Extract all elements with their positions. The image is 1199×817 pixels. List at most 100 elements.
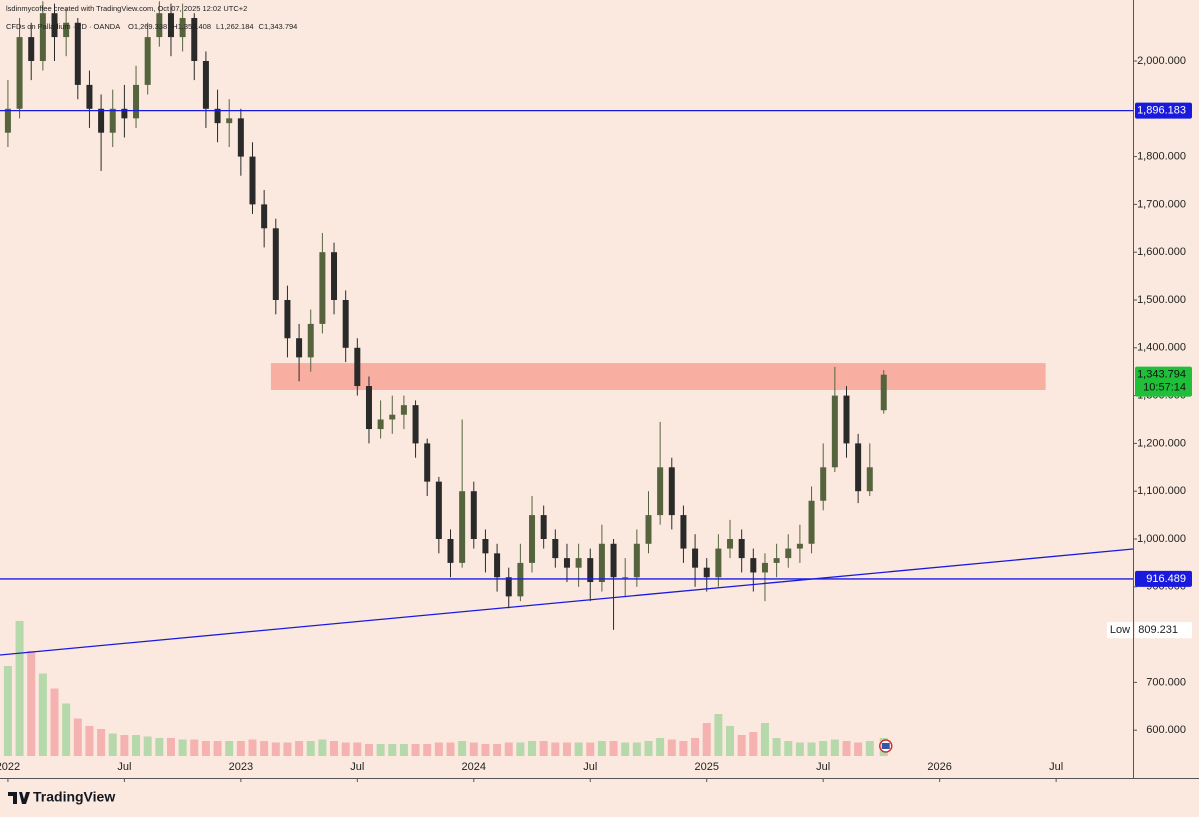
legend-symbol: CFDs on Palladium · 2D · OANDA	[6, 22, 120, 31]
volume-bar	[132, 735, 141, 756]
candle-body	[249, 156, 256, 205]
candle-body	[482, 538, 489, 554]
candle-body	[365, 386, 372, 430]
candle-body	[855, 443, 862, 492]
volume-bar	[819, 741, 828, 756]
volume-bar	[865, 741, 874, 756]
volume-bar	[516, 742, 525, 756]
volume-bar	[504, 742, 513, 756]
candle-body	[692, 548, 699, 568]
volume-bar	[248, 739, 257, 756]
candle-body	[354, 347, 361, 387]
volume-bar	[586, 742, 595, 756]
volume-bar	[737, 735, 746, 756]
candle-body	[540, 515, 547, 539]
volume-bar	[784, 741, 793, 756]
axes: 600.000700.000900.0001,000.0001,100.0001…	[0, 55, 1192, 782]
volume-bar	[423, 744, 432, 756]
volume-bar	[353, 742, 362, 756]
candle-body	[657, 467, 664, 516]
candle-body	[447, 538, 454, 563]
candle-body	[202, 60, 209, 109]
candle-body	[156, 13, 163, 38]
candle-body	[179, 17, 186, 38]
candle-body	[98, 108, 105, 133]
volume-bar	[201, 741, 210, 756]
trendline	[0, 548, 1133, 656]
low-tag-bg	[1107, 622, 1133, 639]
volume-bar	[760, 723, 769, 756]
candle-body	[307, 323, 314, 358]
candle-body	[866, 467, 873, 492]
y-tick-label: 1,800.000	[1137, 151, 1186, 163]
candle-body	[342, 299, 349, 348]
volume-bar	[388, 744, 397, 756]
volume-bar	[85, 726, 94, 756]
candle-body	[880, 374, 887, 411]
x-tick-label: Jul	[117, 761, 131, 773]
volume-bar	[411, 744, 420, 756]
volume-bar	[842, 741, 851, 756]
candle-body	[843, 395, 850, 444]
y-tick-label: 1,600.000	[1137, 246, 1186, 258]
plot-area	[0, 1, 1133, 756]
y-tick-label: 1,700.000	[1137, 198, 1186, 210]
x-tick-label: 2025	[694, 761, 718, 773]
x-tick-label: 2023	[229, 761, 253, 773]
candle-body	[529, 515, 536, 563]
candle-body	[51, 13, 58, 38]
y-tick-label: 1,200.000	[1137, 437, 1186, 449]
y-tick-label: 1,100.000	[1137, 485, 1186, 497]
volume-bar	[469, 742, 478, 756]
volume-bar	[364, 744, 373, 756]
candle-body	[727, 538, 734, 549]
candle-body	[424, 443, 431, 482]
candle-body	[39, 13, 46, 61]
volume-bar	[399, 744, 408, 756]
volume-bar	[481, 744, 490, 756]
volume-bar	[609, 741, 618, 756]
candle-body	[715, 548, 722, 578]
candle-body	[28, 37, 35, 61]
volume-bar	[854, 742, 863, 756]
volume-bar	[295, 741, 304, 756]
volume-bar	[446, 742, 455, 756]
volume-bar	[621, 742, 630, 756]
candle-body	[191, 17, 198, 61]
volume-bar	[644, 741, 653, 756]
legend-value: L1,262.184	[216, 22, 254, 31]
volume-bar	[493, 744, 502, 756]
candle-body	[808, 500, 815, 544]
candle-body	[214, 108, 221, 124]
volume-bar	[38, 673, 47, 756]
candle-body	[459, 491, 466, 563]
last-price-tag	[1135, 366, 1192, 397]
volume-bar	[656, 738, 665, 756]
volume-bar	[714, 714, 723, 756]
volume-bar	[562, 742, 571, 756]
volume-bar	[3, 666, 12, 756]
volume-bar	[271, 742, 280, 756]
low-label: 809.231	[1138, 624, 1178, 636]
legend-value: C1,343.794	[259, 22, 298, 31]
volume-bar	[306, 741, 315, 756]
volume-bar	[632, 742, 641, 756]
candle-body	[331, 252, 338, 300]
y-tick-label: 1,000.000	[1137, 533, 1186, 545]
volume-bar	[27, 651, 36, 756]
volume-bar	[458, 741, 467, 756]
candle-body	[389, 414, 396, 420]
candle-body	[121, 108, 128, 119]
volume-bar	[50, 688, 59, 756]
x-tick-label: Jul	[350, 761, 364, 773]
volume-bar	[702, 723, 711, 756]
candle-body	[74, 22, 81, 85]
legend-ohlc: O1,269.338 H1,353.408 L1,262.184 C1,343.794	[128, 22, 297, 31]
volume-bar	[73, 718, 82, 756]
brand: TradingView	[33, 789, 115, 805]
volume-bar	[318, 739, 327, 756]
volume-bar	[97, 729, 106, 756]
